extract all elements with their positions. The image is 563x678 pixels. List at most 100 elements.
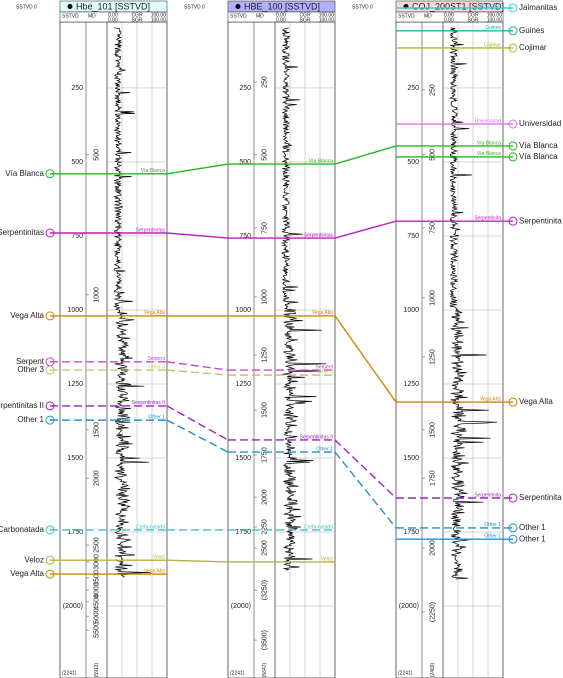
correlation-line <box>334 220 397 239</box>
correlation-line <box>166 232 229 239</box>
sstvd-tick-label: 500 <box>71 159 83 166</box>
well-icon <box>235 4 241 9</box>
sstvd-bottom-label: (2241) <box>62 670 77 676</box>
top-track-label: Other 1 <box>148 414 165 420</box>
well-name: HBE_100 [SSTVD] <box>244 1 320 11</box>
sstvd-tick-label: 1250 <box>235 381 251 388</box>
top-track-label: Other 1 <box>484 533 501 539</box>
top-icon <box>508 141 518 151</box>
top-track-label: Serpent <box>147 356 165 362</box>
md-tick-label: 5500 <box>93 622 100 638</box>
md-tick-label: 1500 <box>429 422 436 438</box>
top-label: SSTVD 0 <box>16 4 37 10</box>
correlation-line <box>334 315 397 403</box>
column-name: MD <box>424 13 432 19</box>
sstvd-tick-label: 250 <box>407 85 419 92</box>
top-label: Carbonatada <box>0 525 45 534</box>
top-icon <box>508 523 518 533</box>
top-icon <box>45 365 55 375</box>
top-icon <box>45 555 55 565</box>
top-track-label: Vega Alta <box>312 310 333 316</box>
top-label: Cojimar <box>519 43 547 52</box>
sstvd-tick-label: 1750 <box>67 529 83 536</box>
top-label: Other 1 <box>519 523 546 532</box>
md-tick-label: 1000 <box>429 290 436 306</box>
correlation-line <box>166 369 229 376</box>
top-label: Vega Alta <box>519 397 553 406</box>
correlation-line <box>334 145 397 165</box>
md-tick-label: 2000 <box>429 540 436 556</box>
md-tick-label: 3000 <box>93 554 100 570</box>
top-label: Vía Blanca <box>519 141 558 150</box>
top-track-label: Serpentinitas II <box>132 400 165 406</box>
log-curve <box>280 27 327 571</box>
curve-max: 100.00 <box>151 17 167 23</box>
top-label: Jaimanitas <box>519 3 557 12</box>
curve-min: 0.00 <box>444 12 454 18</box>
md-bottom-label: (5913) <box>94 662 100 677</box>
correlation-line <box>166 361 229 371</box>
top-track-label: Other 3 <box>316 369 333 375</box>
curve-min: 0.00 <box>108 17 118 23</box>
top-icon <box>45 401 55 411</box>
correlation-line <box>334 451 397 529</box>
sstvd-tick-label: 1000 <box>67 307 83 314</box>
top-icon <box>508 3 518 13</box>
sstvd-tick-label: (2000) <box>231 603 251 610</box>
top-track-label: Vía Blanca <box>477 140 501 146</box>
curve-name: CGR <box>467 12 479 18</box>
md-tick-label: 2500 <box>261 540 268 556</box>
curve-name: CGR <box>299 12 311 18</box>
md-tick-label: (3250) <box>261 580 268 600</box>
well-name: COJ_200ST1 [SSTVD] <box>412 1 504 11</box>
top-track-label: Guines <box>485 25 501 31</box>
sstvd-tick-label: 1250 <box>67 381 83 388</box>
log-curve <box>112 27 151 578</box>
md-tick-label: 1500 <box>93 422 100 438</box>
correlation-line <box>166 559 229 563</box>
log-curve <box>448 27 498 580</box>
top-track-label: Serpentinitas <box>136 227 166 233</box>
top-track-label: Other 3 <box>148 364 165 370</box>
column-name: MD <box>88 13 96 19</box>
curve-max: 100.00 <box>487 12 503 18</box>
top-label: Vía Blanca <box>519 152 558 161</box>
top-track-label: Jaimanitas <box>477 2 501 8</box>
top-track-label: Carbonatada <box>136 524 165 530</box>
sstvd-tick-label: 1750 <box>403 529 419 536</box>
column-name: MD <box>256 13 264 19</box>
top-track-label: Serpentinitas II <box>300 434 333 440</box>
top-track-label: Cojimar <box>484 42 502 48</box>
curve-max: 100.00 <box>151 12 167 18</box>
sstvd-tick-label: (2000) <box>63 603 83 610</box>
well-name: Hbe_101 [SSTVD] <box>76 1 150 11</box>
md-tick-label: 1250 <box>261 347 268 363</box>
md-bottom-label: (2469) <box>430 662 436 677</box>
correlation-line <box>334 439 397 499</box>
column-header <box>395 11 504 23</box>
sstvd-tick-label: 1000 <box>403 307 419 314</box>
top-label: Serpentinitas <box>0 228 44 237</box>
top-label: Universidad <box>519 119 561 128</box>
curve-min: 0.00 <box>108 12 118 18</box>
top-track-label: Other 1 <box>484 522 501 528</box>
top-track-label: Universidad <box>475 118 502 124</box>
md-tick-label: 500 <box>261 149 268 161</box>
md-tick-label: 2000 <box>261 489 268 505</box>
track <box>227 21 336 678</box>
md-tick-label: 1000 <box>261 289 268 305</box>
track <box>59 21 168 678</box>
sstvd-tick-label: 1000 <box>235 307 251 314</box>
top-track-label: Vega Alta <box>480 396 501 402</box>
md-tick-label: 250 <box>429 84 436 96</box>
top-icon <box>45 311 55 321</box>
top-track-label: Other 1 <box>316 446 333 452</box>
top-label: Other 3 <box>17 365 44 374</box>
top-icon <box>508 534 518 544</box>
sstvd-tick-label: 1500 <box>67 455 83 462</box>
top-icon <box>508 397 518 407</box>
well-icon <box>67 4 73 9</box>
curve-name: CGR <box>131 12 143 18</box>
column-name: SSTVD <box>230 13 247 19</box>
